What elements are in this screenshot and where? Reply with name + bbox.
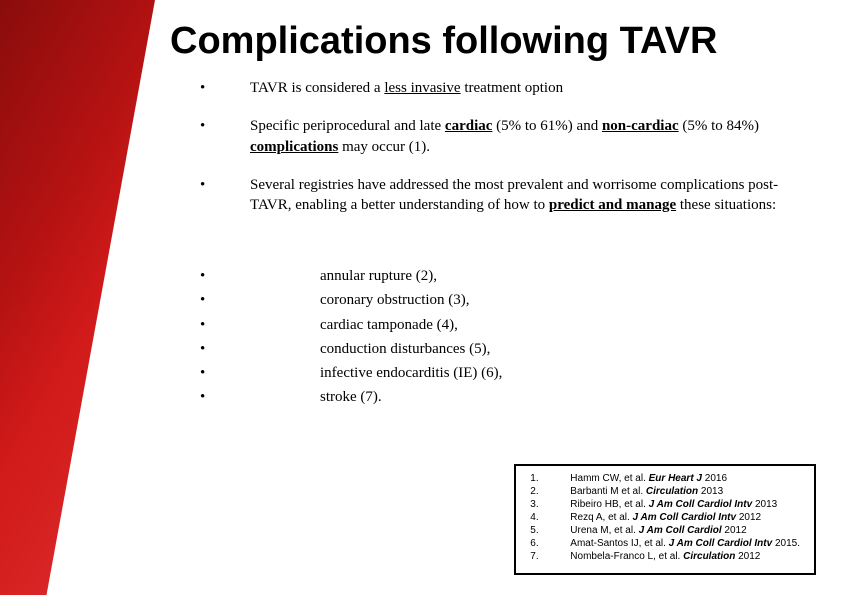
reference-numbers: 1.2.3.4.5.6.7. (530, 472, 570, 563)
reference-number: 6. (530, 537, 570, 550)
sub-bullet-text: conduction disturbances (5), (320, 339, 490, 359)
reference-entry: Hamm CW, et al. Eur Heart J 2016 (570, 472, 800, 485)
bullet-item: •TAVR is considered a less invasive trea… (200, 78, 800, 98)
sub-bullet-item: •stroke (7). (200, 387, 760, 407)
bullet-text: TAVR is considered a less invasive treat… (250, 78, 800, 98)
reference-entry: Nombela-Franco L, et al. Circulation 201… (570, 550, 800, 563)
bullet-text: Several registries have addressed the mo… (250, 175, 800, 216)
sub-bullet-item: •infective endocarditis (IE) (6), (200, 363, 760, 383)
sub-bullet-text: stroke (7). (320, 387, 382, 407)
bullet-marker: • (200, 363, 320, 383)
reference-entry: Amat-Santos IJ, et al. J Am Coll Cardiol… (570, 537, 800, 550)
accent-bar (0, 0, 155, 595)
bullet-marker: • (200, 339, 320, 359)
bullet-marker: • (200, 78, 250, 98)
sub-bullet-text: coronary obstruction (3), (320, 290, 470, 310)
bullet-marker: • (200, 290, 320, 310)
reference-entry: Barbanti M et al. Circulation 2013 (570, 485, 800, 498)
sub-bullet-list: •annular rupture (2),•coronary obstructi… (200, 266, 760, 412)
reference-entry: Urena M, et al. J Am Coll Cardiol 2012 (570, 524, 800, 537)
main-bullet-list: •TAVR is considered a less invasive trea… (200, 78, 800, 233)
reference-number: 2. (530, 485, 570, 498)
sub-bullet-item: •coronary obstruction (3), (200, 290, 760, 310)
reference-entry: Ribeiro HB, et al. J Am Coll Cardiol Int… (570, 498, 800, 511)
sub-bullet-text: infective endocarditis (IE) (6), (320, 363, 502, 383)
bullet-marker: • (200, 175, 250, 216)
bullet-marker: • (200, 266, 320, 286)
reference-number: 1. (530, 472, 570, 485)
bullet-text: Specific periprocedural and late cardiac… (250, 116, 800, 157)
bullet-item: •Several registries have addressed the m… (200, 175, 800, 216)
references-box: 1.2.3.4.5.6.7. Hamm CW, et al. Eur Heart… (514, 464, 816, 575)
reference-number: 3. (530, 498, 570, 511)
reference-texts: Hamm CW, et al. Eur Heart J 2016Barbanti… (570, 472, 800, 563)
sub-bullet-item: •annular rupture (2), (200, 266, 760, 286)
sub-bullet-text: annular rupture (2), (320, 266, 437, 286)
bullet-marker: • (200, 387, 320, 407)
bullet-marker: • (200, 315, 320, 335)
reference-number: 7. (530, 550, 570, 563)
reference-number: 5. (530, 524, 570, 537)
reference-entry: Rezq A, et al. J Am Coll Cardiol Intv 20… (570, 511, 800, 524)
sub-bullet-item: •cardiac tamponade (4), (200, 315, 760, 335)
bullet-marker: • (200, 116, 250, 157)
sub-bullet-text: cardiac tamponade (4), (320, 315, 458, 335)
reference-number: 4. (530, 511, 570, 524)
page-title: Complications following TAVR (170, 20, 717, 63)
sub-bullet-item: •conduction disturbances (5), (200, 339, 760, 359)
bullet-item: •Specific periprocedural and late cardia… (200, 116, 800, 157)
